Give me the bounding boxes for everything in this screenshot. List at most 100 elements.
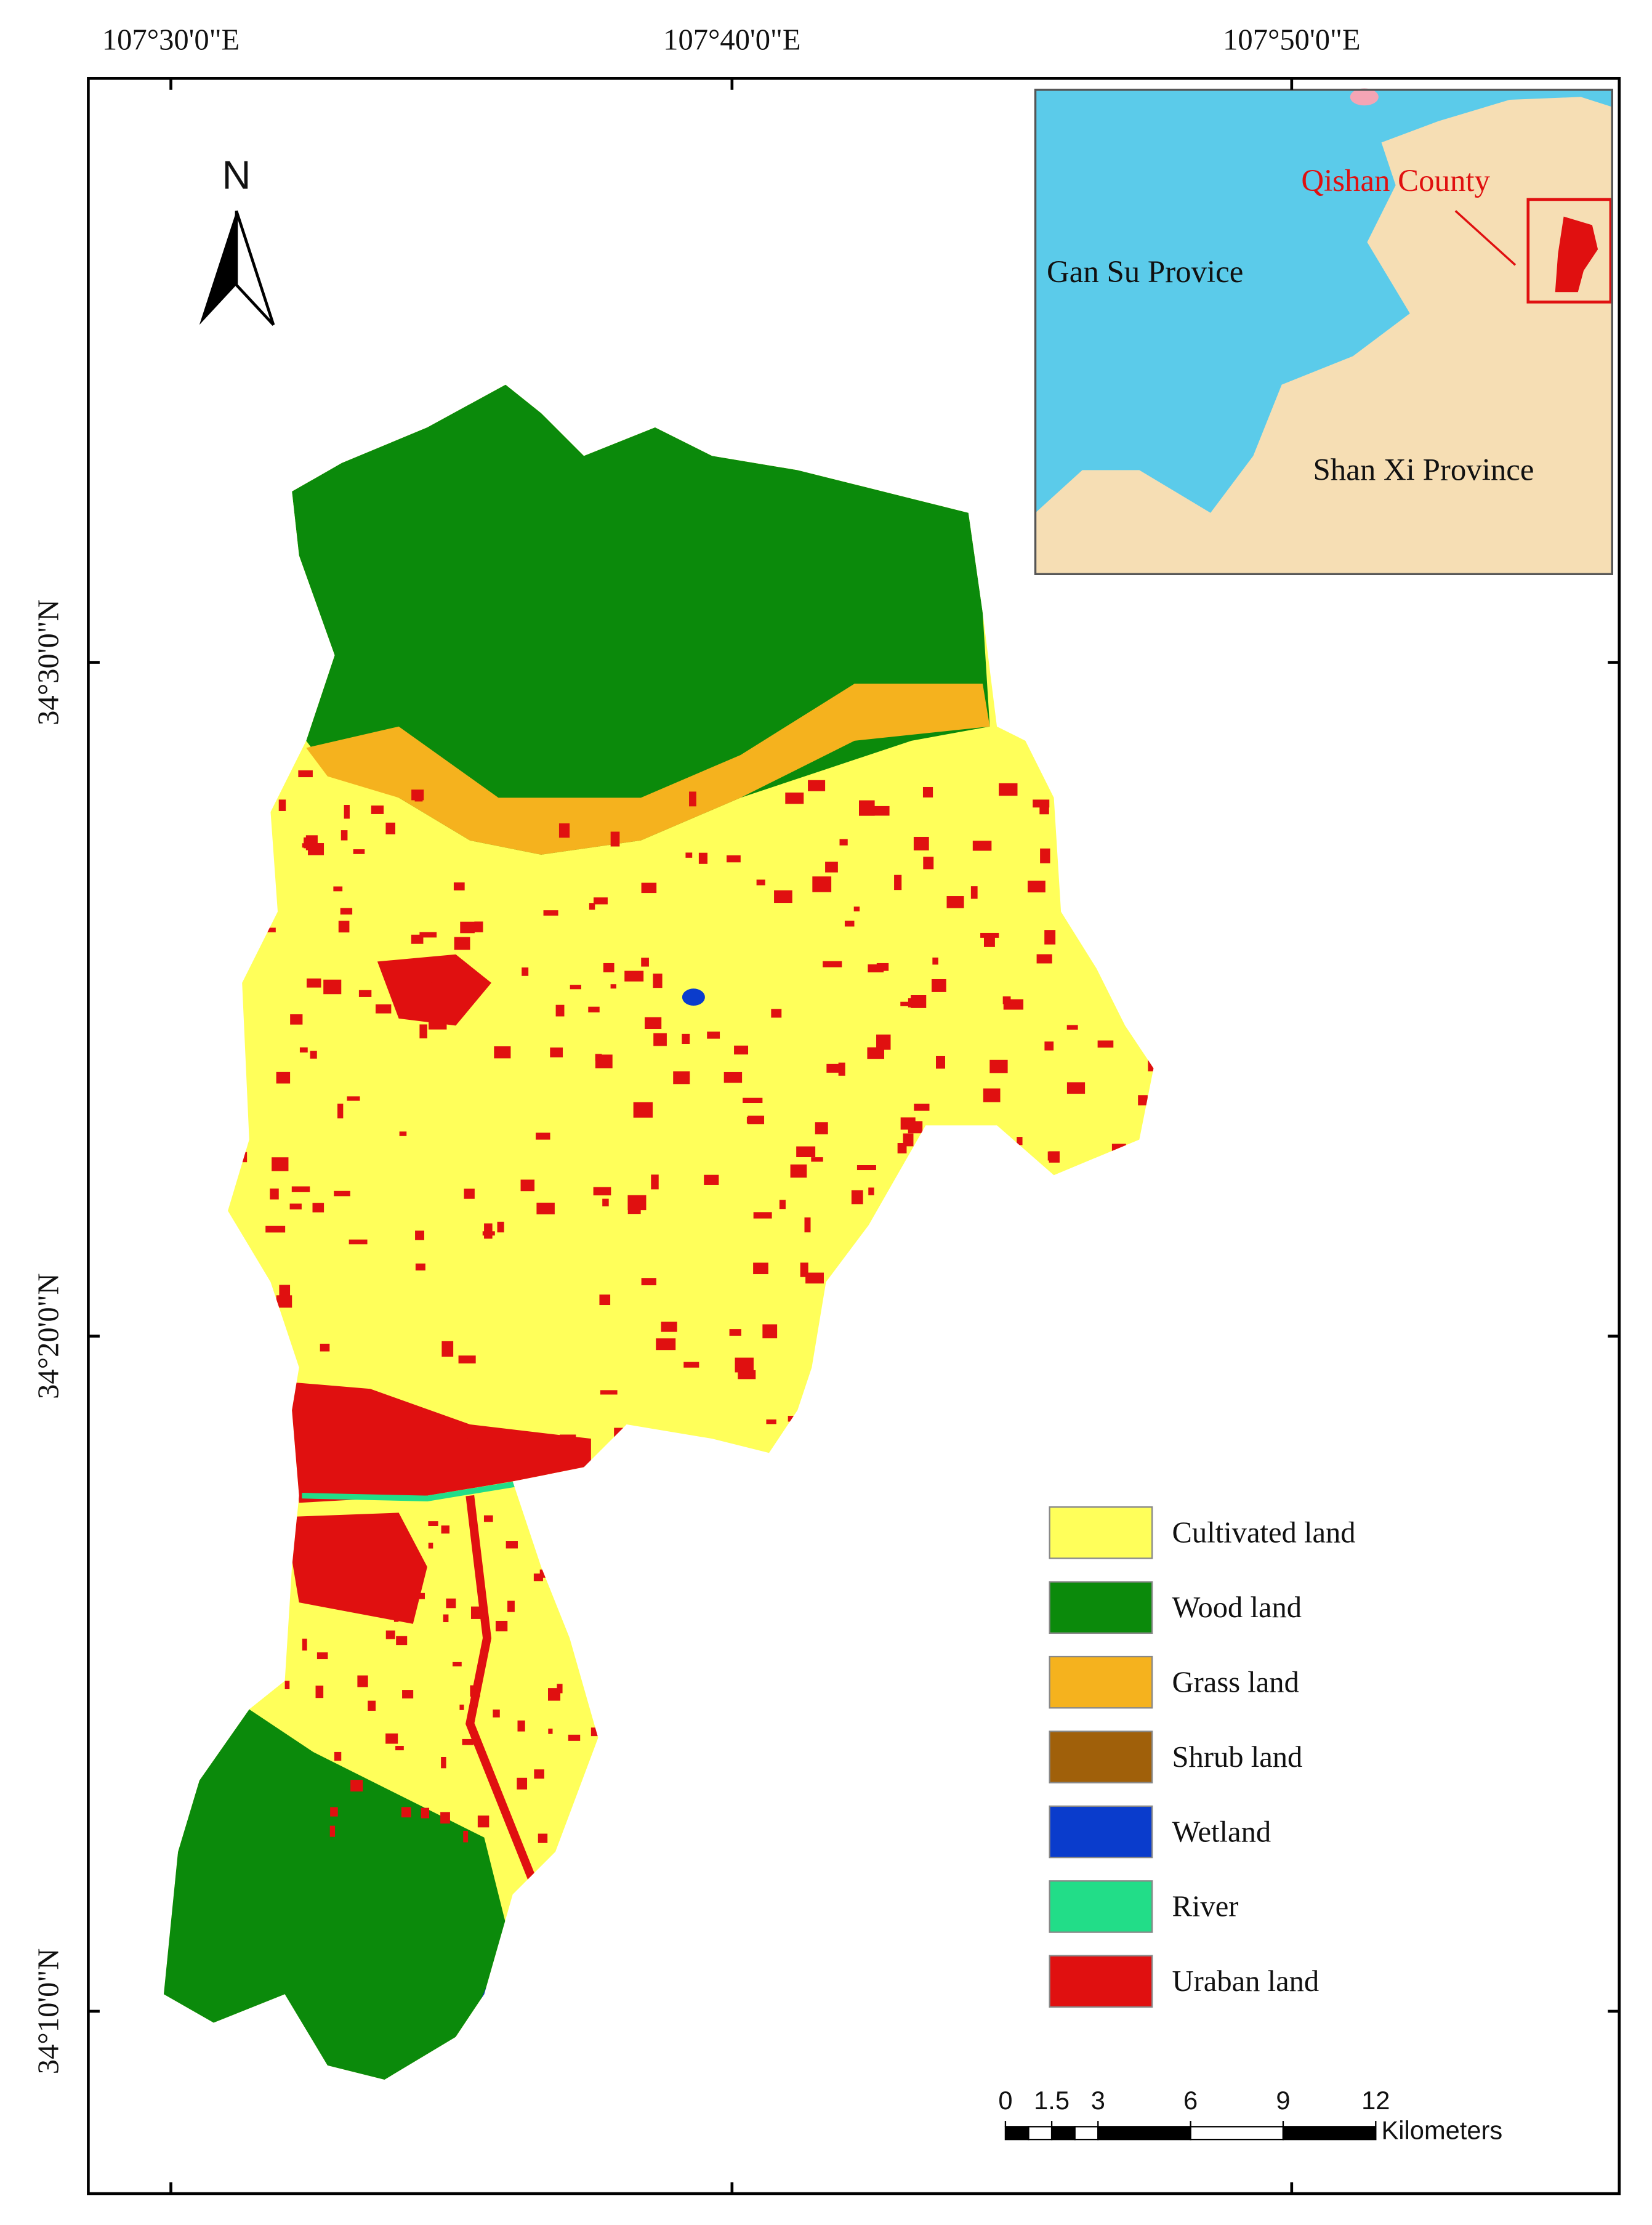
- urban-patch: [815, 1122, 828, 1134]
- urban-patch: [395, 1746, 404, 1751]
- urban-patch: [972, 841, 992, 851]
- urban-patch: [1017, 1137, 1023, 1145]
- urban-patch: [800, 1262, 808, 1277]
- urban-patch: [312, 1203, 324, 1213]
- urban-patch: [353, 849, 365, 854]
- urban-patch: [402, 1690, 414, 1698]
- urban-patch: [1115, 786, 1132, 798]
- urban-patch: [265, 1226, 286, 1233]
- scale-label: 1.5: [1034, 2086, 1070, 2115]
- urban-patch: [334, 1190, 350, 1197]
- scale-label: 6: [1183, 2086, 1198, 2115]
- urban-patch: [743, 1097, 763, 1104]
- legend-label: Wetland: [1172, 1815, 1271, 1848]
- inset-feature: [1350, 88, 1379, 106]
- scale-segment: [1028, 2126, 1053, 2141]
- urban-patch: [462, 1738, 474, 1745]
- inset-province-label: Shan Xi Province: [1313, 453, 1534, 488]
- urban-patch: [1123, 967, 1143, 973]
- urban-patch: [1045, 1358, 1065, 1373]
- urban-patch: [753, 1262, 768, 1275]
- urban-patch: [808, 780, 826, 791]
- north-arrow-half: [199, 211, 236, 325]
- urban-patch: [1086, 777, 1106, 789]
- urban-patch: [585, 1806, 597, 1815]
- urban-patch: [558, 823, 570, 838]
- scale-segment: [1190, 2126, 1284, 2141]
- urban-patch: [1126, 874, 1140, 886]
- urban-patch: [940, 1153, 958, 1168]
- wood-area-south: [163, 1709, 506, 2080]
- urban-patch: [917, 1410, 931, 1423]
- urban-strip: [465, 1495, 542, 1896]
- urban-patch: [878, 1270, 893, 1277]
- urban-patch: [229, 859, 241, 864]
- urban-patch: [657, 1442, 670, 1453]
- urban-patch: [414, 791, 423, 802]
- urban-patch: [825, 862, 838, 873]
- legend-swatch: [1049, 1955, 1153, 2008]
- urban-patch: [421, 1807, 430, 1819]
- urban-patch: [641, 958, 649, 967]
- urban-patch: [947, 1291, 960, 1306]
- legend-swatch: [1049, 1805, 1153, 1859]
- urban-patch: [405, 1577, 415, 1586]
- urban-patch: [602, 1198, 609, 1206]
- urban-patch: [847, 1276, 865, 1286]
- urban-patch: [897, 1143, 907, 1153]
- urban-patch: [1069, 807, 1081, 815]
- urban-patch: [1044, 1041, 1054, 1051]
- urban-patch: [538, 1833, 548, 1843]
- urban-patch: [349, 1239, 368, 1245]
- urban-patch: [844, 920, 855, 927]
- urban-patch: [290, 1014, 303, 1025]
- urban-patch: [262, 1340, 281, 1350]
- legend-swatch: [1049, 1730, 1153, 1783]
- urban-patch: [385, 1733, 398, 1744]
- urban-patch: [1033, 1233, 1046, 1248]
- urban-patch: [779, 1200, 786, 1209]
- urban-patch: [337, 1104, 344, 1119]
- urban-patch: [738, 1370, 756, 1379]
- urban-patch: [685, 852, 693, 858]
- urban-patch: [1072, 1390, 1084, 1399]
- scale-label: 12: [1361, 2086, 1390, 2115]
- urban-patch: [522, 1779, 527, 1790]
- urban-patch: [788, 1416, 797, 1422]
- urban-patch: [980, 932, 999, 938]
- urban-patch: [1060, 1331, 1071, 1344]
- urban-patch: [241, 1333, 260, 1347]
- urban-patch: [1150, 919, 1154, 926]
- urban-patch: [812, 876, 832, 892]
- urban-patch: [270, 1188, 279, 1200]
- urban-patch: [320, 1343, 330, 1352]
- urban-patch: [989, 1395, 1009, 1407]
- urban-patch: [986, 1325, 1004, 1341]
- urban-patch: [1076, 1269, 1092, 1284]
- urban-patch: [903, 1374, 921, 1390]
- legend-swatch: [1049, 1655, 1153, 1709]
- urban-patch: [393, 1613, 399, 1622]
- urban-patch: [771, 1009, 782, 1018]
- urban-patch: [536, 1202, 555, 1214]
- scale-label: 0: [998, 2086, 1012, 2115]
- urban-patch: [1003, 999, 1024, 1010]
- urban-patch: [1026, 1215, 1047, 1224]
- inset-land: [1035, 97, 1613, 575]
- longitude-label: 107°30'0"E: [102, 23, 240, 57]
- urban-patch: [1138, 1095, 1148, 1105]
- urban-patch: [1119, 1317, 1134, 1328]
- urban-patch: [826, 1064, 840, 1073]
- urban-patch: [859, 800, 875, 816]
- urban-patch: [868, 1431, 887, 1445]
- urban-patch: [440, 1812, 450, 1824]
- urban-patch: [316, 1652, 328, 1660]
- urban-patch: [1028, 881, 1046, 893]
- urban-patch: [595, 1592, 607, 1598]
- urban-patch: [595, 1054, 613, 1068]
- urban-patch: [279, 1285, 291, 1298]
- urban-patch: [483, 1515, 493, 1522]
- urban-patch: [276, 1072, 291, 1084]
- urban-patch: [299, 1047, 308, 1053]
